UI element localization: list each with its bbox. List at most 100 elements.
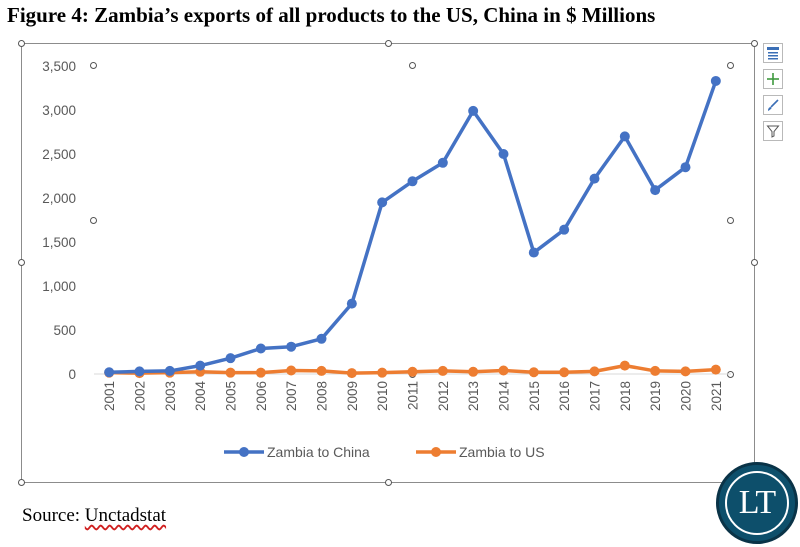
filter-icon [766, 125, 780, 138]
data-point [528, 247, 539, 258]
legend: Zambia to China Zambia to US [224, 444, 545, 460]
data-point [650, 185, 661, 196]
source-note: Source: Unctadstat [22, 505, 166, 527]
data-point [104, 367, 115, 378]
plot-area-handle[interactable] [727, 62, 734, 69]
plot-area-handle[interactable] [90, 62, 97, 69]
x-tick-label: 2009 [345, 381, 360, 411]
data-point [498, 365, 509, 376]
chart-side-toolbar [763, 43, 785, 147]
x-tick-label: 2006 [254, 381, 269, 411]
axes: 0 500 1,000 1,500 2,000 2,500 3,000 3,500 2001 20… [42, 59, 731, 411]
chart-filters-button[interactable] [763, 121, 783, 141]
x-tick-label: 2004 [193, 381, 208, 412]
x-tick-label: 2012 [436, 381, 451, 411]
figure-title: Figure 4: Zambia’s exports of all produc… [7, 3, 656, 27]
x-tick-label: 2007 [284, 381, 299, 411]
data-point [346, 298, 357, 309]
y-tick-label: 1,500 [42, 235, 76, 250]
plot-area-handle[interactable] [727, 217, 734, 224]
data-point [619, 131, 630, 142]
resize-handle[interactable] [385, 479, 392, 486]
series-layer [104, 75, 721, 379]
add-element-button[interactable] [763, 69, 783, 89]
series-line [107, 79, 718, 374]
data-point [528, 367, 539, 378]
x-tick-label: 2008 [315, 381, 330, 411]
y-tick-label: 3,500 [42, 59, 76, 74]
x-tick-label: 2020 [679, 381, 694, 411]
lt-logo-text: LT [738, 484, 776, 521]
x-tick-label: 2018 [618, 381, 633, 411]
data-point [346, 368, 357, 379]
x-tick-label: 2011 [406, 381, 421, 410]
resize-handle[interactable] [385, 40, 392, 47]
data-point [437, 157, 448, 168]
y-tick-label: 500 [53, 323, 76, 338]
data-point [164, 365, 175, 376]
x-tick-label: 2014 [497, 381, 512, 412]
x-tick-label: 2017 [588, 381, 603, 411]
x-tick-label: 2002 [133, 381, 148, 411]
data-point [589, 366, 600, 377]
chart-styles-button[interactable] [763, 95, 783, 115]
data-point [619, 360, 630, 371]
data-point [407, 366, 418, 377]
resize-handle[interactable] [751, 40, 758, 47]
data-point [710, 364, 721, 375]
data-point [255, 343, 266, 354]
y-tick-label: 1,000 [42, 279, 76, 294]
data-point [255, 367, 266, 378]
data-point [195, 360, 206, 371]
source-name: Unctadstat [84, 505, 167, 526]
data-point [680, 366, 691, 377]
x-tick-label: 2001 [102, 381, 117, 411]
legend-marker [431, 447, 441, 457]
x-tick-label: 2013 [466, 381, 481, 411]
chart-elements-icon [767, 47, 779, 60]
legend-label: Zambia to China [267, 444, 370, 460]
y-tick-label: 3,000 [42, 103, 76, 118]
data-point [316, 365, 327, 376]
lt-logo-ring: LT [725, 471, 789, 535]
data-point [286, 341, 297, 352]
x-tick-label: 2010 [375, 381, 390, 411]
lt-logo: LT [716, 462, 798, 544]
data-point [225, 353, 236, 364]
data-point [680, 162, 691, 173]
brush-icon [768, 99, 779, 111]
data-point [316, 333, 327, 344]
data-point [498, 149, 509, 159]
x-tick-label: 2019 [648, 381, 663, 411]
x-tick-label: 2005 [224, 381, 239, 411]
y-tick-label: 2,000 [42, 191, 76, 206]
x-tick-label: 2003 [163, 381, 178, 411]
plot-area-handle[interactable] [409, 62, 416, 69]
legend-label: Zambia to US [459, 444, 545, 460]
plot-area-handle[interactable] [90, 217, 97, 224]
data-point [710, 75, 721, 86]
data-point [407, 176, 418, 187]
data-point [134, 366, 145, 377]
plus-icon [767, 73, 779, 85]
resize-handle[interactable] [18, 479, 25, 486]
data-point [225, 367, 236, 378]
data-point [437, 365, 448, 376]
resize-handle[interactable] [18, 40, 25, 47]
y-tick-label: 2,500 [42, 147, 76, 162]
x-tick-label: 2016 [557, 381, 572, 411]
resize-handle[interactable] [18, 259, 25, 266]
legend-marker [239, 447, 249, 457]
data-point [559, 224, 570, 235]
data-point [468, 366, 479, 377]
resize-handle[interactable] [751, 259, 758, 266]
data-point [468, 105, 479, 116]
source-label: Source: [22, 505, 81, 526]
chart-elements-button[interactable] [763, 43, 783, 63]
data-point [650, 365, 661, 376]
data-point [589, 173, 600, 184]
y-tick-label: 0 [68, 367, 76, 382]
data-point [377, 197, 388, 208]
x-tick-label: 2015 [527, 381, 542, 411]
